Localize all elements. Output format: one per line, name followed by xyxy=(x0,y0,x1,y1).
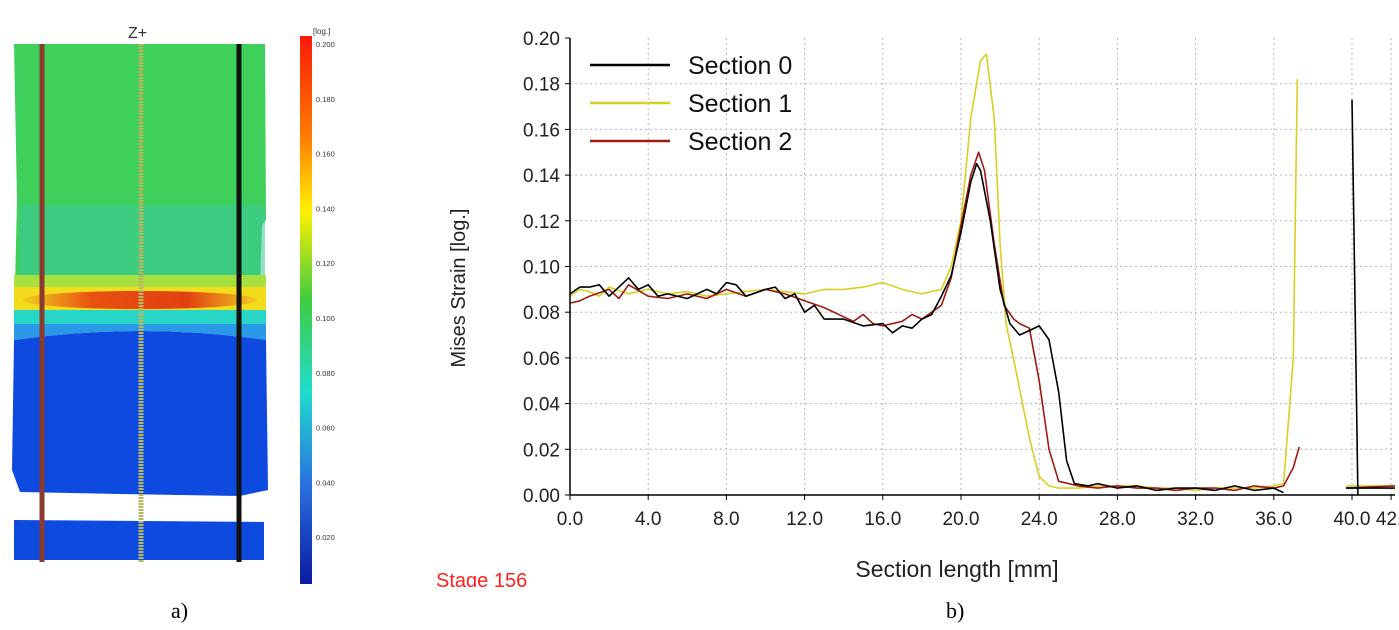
y-tick-label: 0.04 xyxy=(523,395,560,416)
legend-label: Section 0 xyxy=(688,52,792,80)
y-tick-labels: 0.00 0.02 0.04 0.06 0.08 0.10 0.12 0.14 0.16 0.18… xyxy=(523,29,560,507)
series-line-1 xyxy=(570,54,1297,490)
x-tick-labels: 0.0 4.0 8.0 12.0 16.0 20.0 24.0 28.0 32.0 36.0 40.… xyxy=(557,509,1399,530)
color-scale-tick-label: 0.080 xyxy=(316,369,335,378)
series-line-2 xyxy=(570,152,1299,490)
x-tick-label: 28.0 xyxy=(1099,509,1136,530)
y-tick-label: 0.06 xyxy=(523,349,560,370)
y-tick-label: 0.08 xyxy=(523,303,560,324)
y-tick-label: 0.10 xyxy=(523,258,560,279)
legend-label: Section 1 xyxy=(688,90,792,118)
y-tick-label: 0.20 xyxy=(523,29,560,50)
y-tick-label: 0.12 xyxy=(523,212,560,233)
color-scale-tick-label: 0.040 xyxy=(316,478,335,487)
y-tick-label: 0.14 xyxy=(523,166,560,187)
caption-b: b) xyxy=(946,598,964,624)
x-tick-label: 16.0 xyxy=(864,509,901,530)
stage-label: Stage 156 xyxy=(436,570,527,587)
color-scale-tick-label: 0.000 xyxy=(316,588,335,590)
color-scale-tick-label: 0.020 xyxy=(316,533,335,542)
series-line-0 xyxy=(1352,100,1358,495)
color-scale-tick-label: 0.140 xyxy=(316,204,335,213)
x-tick-label: 40.0 xyxy=(1333,509,1370,530)
color-scale-tick-label: 0.160 xyxy=(316,150,335,159)
color-scale-bar xyxy=(300,36,312,584)
color-scale-tick-label: 0.060 xyxy=(316,424,335,433)
color-scale-tick-label: 0.180 xyxy=(316,95,335,104)
strain-line-chart: 0.0 4.0 8.0 12.0 16.0 20.0 24.0 28.0 32.0 36.0 40.… xyxy=(430,0,1399,590)
chart-series xyxy=(570,54,1395,495)
x-tick-label: 42. xyxy=(1376,509,1399,530)
y-tick-label: 0.18 xyxy=(523,75,560,96)
color-scale-tick-label: 0.100 xyxy=(316,314,335,323)
x-tick-label: 20.0 xyxy=(943,509,980,530)
x-axis-title: Section length [mm] xyxy=(855,556,1058,582)
legend-label: Section 2 xyxy=(688,128,792,156)
x-tick-label: 12.0 xyxy=(786,509,823,530)
x-tick-label: 8.0 xyxy=(713,509,739,530)
strain-contour-panel: Z+ [log.] 0.200 0.180 0.160 0.140 0.120 0.100… xyxy=(0,0,370,590)
x-tick-label: 24.0 xyxy=(1021,509,1058,530)
x-tick-label: 0.0 xyxy=(557,509,583,530)
color-scale-tick-label: 0.200 xyxy=(316,40,335,49)
x-tick-label: 32.0 xyxy=(1177,509,1214,530)
y-tick-label: 0.02 xyxy=(523,440,560,461)
view-label: Z+ xyxy=(128,25,147,42)
series-line-0 xyxy=(570,164,1284,493)
x-tick-label: 4.0 xyxy=(635,509,661,530)
y-axis-title: Mises Strain [log.] xyxy=(448,209,470,368)
y-tick-label: 0.00 xyxy=(523,486,560,507)
color-scale-ticks: 0.200 0.180 0.160 0.140 0.120 0.100 0.080 0.060… xyxy=(316,40,335,590)
y-tick-label: 0.16 xyxy=(523,120,560,141)
chart-legend: Section 0 Section 1 Section 2 xyxy=(590,52,792,156)
color-scale-tick-label: 0.120 xyxy=(316,259,335,268)
caption-a: a) xyxy=(171,598,188,624)
color-scale-unit: [log.] xyxy=(313,27,330,36)
x-tick-label: 36.0 xyxy=(1255,509,1292,530)
